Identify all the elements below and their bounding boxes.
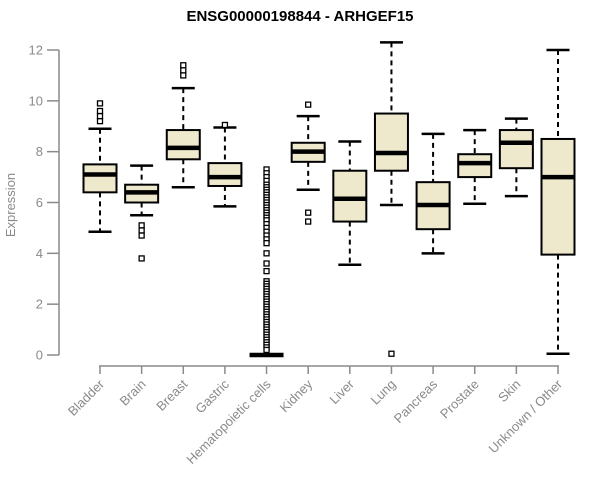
boxplot-kidney xyxy=(290,101,326,225)
iqr-box xyxy=(82,163,118,194)
y-tick-label: 6 xyxy=(36,195,43,210)
boxplot-bladder xyxy=(82,100,118,233)
outlier-point xyxy=(305,209,312,216)
outlier-point xyxy=(388,350,395,357)
chart-title: ENSG00000198844 - ARHGEF15 xyxy=(186,8,413,25)
outlier-point xyxy=(180,67,187,74)
y-tick-label: 8 xyxy=(36,144,43,159)
x-tick-label: Unknown / Other xyxy=(486,376,566,456)
boxplot-skin xyxy=(498,117,534,198)
outlier-point xyxy=(138,255,145,262)
x-tick-label: Kidney xyxy=(277,376,316,415)
boxplot-unknown-other xyxy=(540,48,576,355)
outlier-point xyxy=(96,107,104,115)
boxplot-gastric xyxy=(207,121,243,208)
outlier-point xyxy=(138,222,145,229)
boxplot-liver xyxy=(332,140,368,267)
iqr-box xyxy=(457,153,493,179)
x-tick-label: Lung xyxy=(368,377,399,408)
outlier-point xyxy=(305,101,312,108)
outlier-point xyxy=(263,267,270,275)
boxplot-lung xyxy=(373,41,409,357)
outlier-point xyxy=(263,250,270,257)
x-tick-label: Liver xyxy=(326,376,357,407)
outlier-point xyxy=(180,72,187,79)
outlier-point xyxy=(305,218,312,225)
outlier-point xyxy=(138,232,145,239)
iqr-box xyxy=(498,129,534,170)
x-tick-label: Gastric xyxy=(192,376,232,416)
x-tick-label: Skin xyxy=(495,377,523,405)
iqr-box xyxy=(165,129,201,161)
boxplot-pancreas xyxy=(415,132,451,255)
iqr-box xyxy=(540,137,576,256)
outlier-point xyxy=(263,240,270,247)
iqr-box xyxy=(332,169,368,223)
outlier-point xyxy=(180,62,187,69)
y-tick-label: 10 xyxy=(29,93,43,108)
outlier-point xyxy=(263,260,270,267)
x-tick-label: Brain xyxy=(117,377,149,409)
y-tick-label: 12 xyxy=(29,43,43,58)
outlier-point xyxy=(263,346,270,354)
outlier-point xyxy=(138,227,145,234)
outlier-point xyxy=(96,118,104,125)
iqr-box xyxy=(207,162,243,187)
boxplot-prostate xyxy=(457,128,493,206)
y-tick-label: 2 xyxy=(36,297,43,312)
boxplot-hematopoietic-cells xyxy=(249,166,284,358)
outlier-point xyxy=(96,112,104,120)
x-tick-label: Breast xyxy=(153,376,190,413)
y-tick-label: 0 xyxy=(36,348,43,363)
x-tick-label: Bladder xyxy=(65,376,108,419)
y-axis-label: Expression xyxy=(3,173,18,237)
x-tick-label: Prostate xyxy=(437,377,482,422)
boxplot-series xyxy=(82,41,576,358)
iqr-box xyxy=(373,112,409,172)
y-tick-label: 4 xyxy=(36,246,43,261)
boxplot-breast xyxy=(165,62,201,189)
outlier-point xyxy=(96,100,104,107)
outlier-point xyxy=(221,121,229,129)
boxplot-brain xyxy=(124,164,160,262)
x-tick-label: Pancreas xyxy=(391,376,441,426)
